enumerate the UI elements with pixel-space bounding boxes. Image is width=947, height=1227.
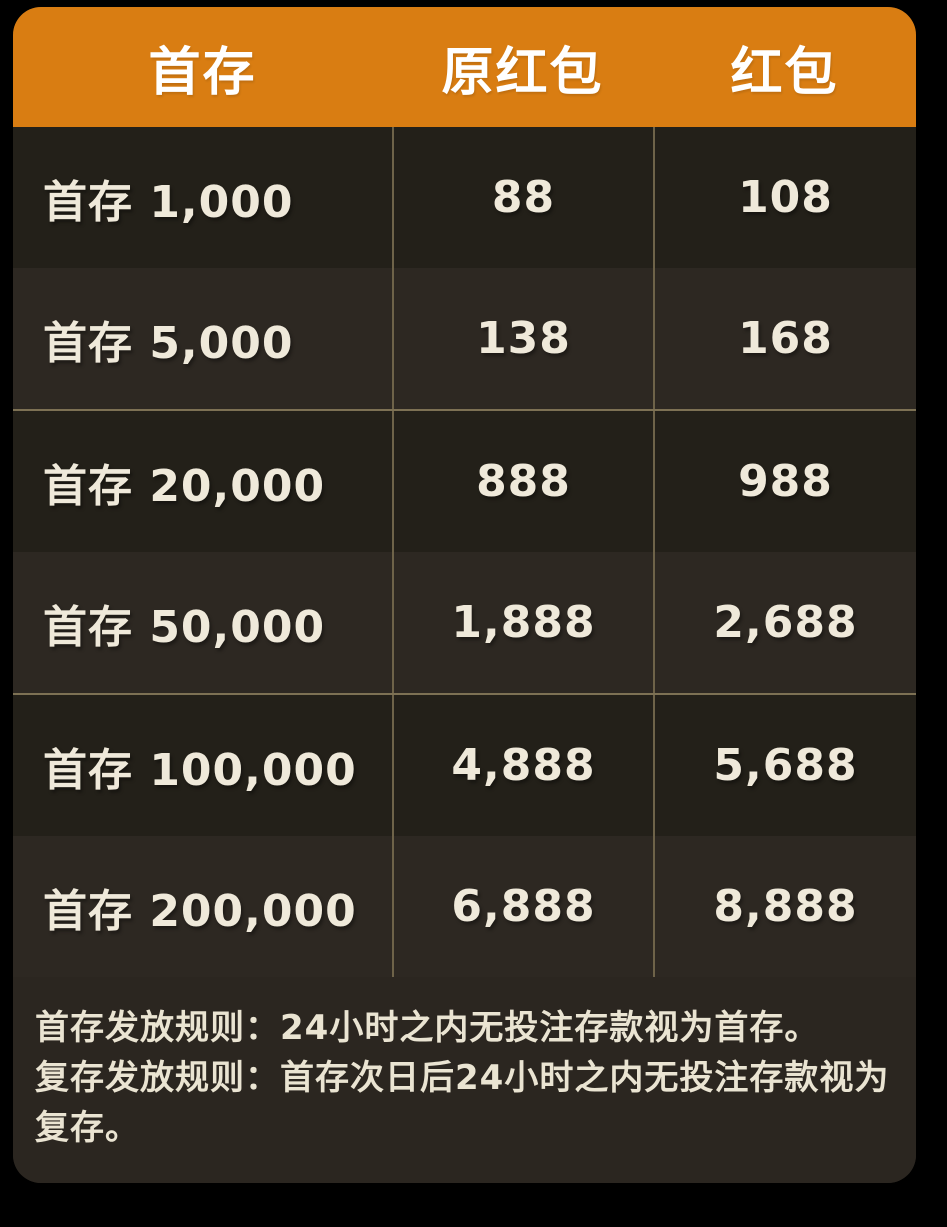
tier-cell: 首存 200,000 bbox=[43, 885, 357, 937]
first-deposit-rule-text: 首存发放规则：24小时之内无投注存款视为首存。 bbox=[35, 1008, 820, 1048]
original-redpacket-cell: 4,888 bbox=[392, 695, 653, 836]
rules-footer: 首存发放规则：24小时之内无投注存款视为首存。 复存发放规则：首存次日后24小时… bbox=[13, 977, 916, 1183]
tier-cell: 首存 100,000 bbox=[43, 744, 357, 796]
header-col-redpacket: 红包 bbox=[730, 42, 839, 103]
redpacket-cell: 108 bbox=[653, 127, 916, 268]
original-redpacket-cell: 6,888 bbox=[392, 836, 653, 977]
table-header: 首存 原红包 红包 bbox=[13, 7, 916, 127]
table-row: 首存 50,000 1,888 2,688 bbox=[13, 552, 916, 693]
redpacket-cell: 8,888 bbox=[653, 836, 916, 977]
row-group-divider bbox=[13, 409, 916, 411]
header-col-original-redpacket: 原红包 bbox=[441, 42, 604, 103]
original-redpacket-cell: 138 bbox=[392, 268, 653, 409]
table-row: 首存 1,000 88 108 bbox=[13, 127, 916, 268]
table-row: 首存 20,000 888 988 bbox=[13, 411, 916, 552]
tier-cell: 首存 5,000 bbox=[43, 317, 294, 369]
deposit-bonus-card: 首存 原红包 红包 首存 1,000 88 108 首存 5,000 138 1… bbox=[13, 7, 916, 1183]
original-redpacket-cell: 88 bbox=[392, 127, 653, 268]
original-redpacket-cell: 1,888 bbox=[392, 552, 653, 693]
redpacket-cell: 5,688 bbox=[653, 695, 916, 836]
redpacket-cell: 2,688 bbox=[653, 552, 916, 693]
table-row: 首存 200,000 6,888 8,888 bbox=[13, 836, 916, 977]
original-redpacket-cell: 888 bbox=[392, 411, 653, 552]
table-row: 首存 5,000 138 168 bbox=[13, 268, 916, 409]
redpacket-cell: 168 bbox=[653, 268, 916, 409]
table-row: 首存 100,000 4,888 5,688 bbox=[13, 695, 916, 836]
header-col-first-deposit: 首存 bbox=[148, 42, 257, 103]
tier-cell: 首存 1,000 bbox=[43, 176, 294, 228]
redpacket-cell: 988 bbox=[653, 411, 916, 552]
tier-cell: 首存 50,000 bbox=[43, 601, 326, 653]
row-group-divider bbox=[13, 693, 916, 695]
tier-cell: 首存 20,000 bbox=[43, 460, 326, 512]
redeposit-rule-text: 复存发放规则：首存次日后24小时之内无投注存款视为复存。 bbox=[35, 1058, 890, 1148]
